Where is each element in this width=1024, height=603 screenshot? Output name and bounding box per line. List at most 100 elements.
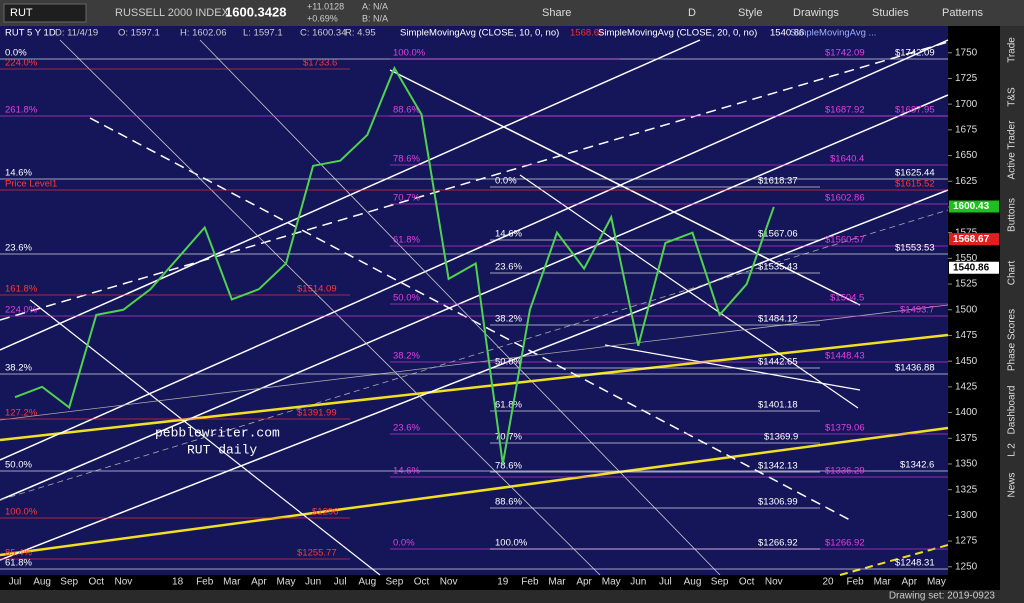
annotation: $1493.7 bbox=[900, 305, 934, 316]
annotation: 23.6% bbox=[5, 243, 32, 254]
price-line bbox=[14, 65, 775, 465]
toolbar-button[interactable]: Style bbox=[738, 7, 762, 19]
x-tick-label: Feb bbox=[846, 577, 864, 588]
y-tick-label: 1400 bbox=[955, 407, 978, 418]
annotation: $1342.6 bbox=[900, 460, 934, 471]
watermark: pebblewriter.com bbox=[155, 425, 280, 440]
x-tick-label: Apr bbox=[251, 577, 267, 588]
annotation: 224.0% bbox=[5, 58, 38, 69]
annotation: 14.6% bbox=[393, 466, 420, 477]
annotation: $1687.92 bbox=[825, 105, 865, 116]
annotation: $1369.9 bbox=[764, 432, 798, 443]
toolbar-button[interactable]: Share bbox=[542, 7, 571, 19]
annotation: 50.0% bbox=[5, 460, 32, 471]
y-tick-label: 1575 bbox=[955, 227, 978, 238]
sidebar-tab[interactable]: Active Trader bbox=[1007, 120, 1018, 180]
annotation: $1602.86 bbox=[825, 193, 865, 204]
symbol-box[interactable] bbox=[3, 3, 87, 23]
y-tick-label: 1675 bbox=[955, 124, 978, 135]
sidebar-tab[interactable]: T&S bbox=[1007, 87, 1018, 107]
x-tick-label: Jul bbox=[659, 577, 672, 588]
x-tick-label: Oct bbox=[414, 577, 430, 588]
sidebar-tab[interactable]: Trade bbox=[1007, 37, 1018, 63]
y-tick-label: 1450 bbox=[955, 356, 978, 367]
status-bar bbox=[0, 590, 1000, 603]
toolbar-button[interactable]: Studies bbox=[872, 7, 909, 19]
annotation: 61.8% bbox=[393, 235, 420, 246]
watermark: RUT daily bbox=[187, 442, 257, 457]
annotation: $1266.92 bbox=[758, 538, 798, 549]
x-tick-label: Sep bbox=[60, 577, 78, 588]
sidebar-tab[interactable]: Buttons bbox=[1007, 198, 1018, 232]
annotation: $1379.06 bbox=[825, 423, 865, 434]
sidebar-tab[interactable]: Chart bbox=[1007, 261, 1018, 286]
y-tick-label: 1250 bbox=[955, 561, 978, 572]
y-tick-label: 1700 bbox=[955, 99, 978, 110]
annotation: 70.7% bbox=[495, 432, 522, 443]
sidebar-tab[interactable]: News bbox=[1007, 472, 1018, 497]
annotation: $1567.06 bbox=[758, 229, 798, 240]
y-tick-label: 1425 bbox=[955, 382, 978, 393]
x-tick-label: Jul bbox=[9, 577, 22, 588]
x-tick-label: 20 bbox=[822, 577, 834, 588]
x-tick-label: Feb bbox=[196, 577, 214, 588]
annotation: 61.8% bbox=[495, 400, 522, 411]
sidebar-tab[interactable]: Phase Scores bbox=[1007, 309, 1018, 371]
study-info: L: 1597.1 bbox=[243, 28, 283, 39]
price-axis bbox=[948, 26, 1000, 575]
x-tick-label: Apr bbox=[576, 577, 592, 588]
study-info: H: 1602.06 bbox=[180, 28, 226, 39]
annotation: $1615.52 bbox=[895, 179, 935, 190]
sidebar-tab[interactable]: L 2 bbox=[1007, 443, 1018, 457]
price-marker-label: 1540.86 bbox=[953, 262, 990, 273]
x-tick-label: Sep bbox=[711, 577, 729, 588]
annotation: $1248.31 bbox=[895, 558, 935, 569]
annotation: $1742.09 bbox=[825, 48, 865, 59]
y-tick-label: 1625 bbox=[955, 176, 978, 187]
toolbar-button[interactable]: Patterns bbox=[942, 7, 983, 19]
annotation: $1504.5 bbox=[830, 293, 864, 304]
sidebar bbox=[1000, 26, 1024, 603]
annotation: $1296 bbox=[312, 507, 338, 518]
annotation: 0.0% bbox=[495, 176, 517, 187]
toolbar bbox=[0, 0, 1024, 26]
sidebar-tab[interactable]: Dashboard bbox=[1007, 386, 1018, 435]
toolbar-button[interactable]: Drawings bbox=[793, 7, 839, 19]
status: Drawing set: 2019-0923 bbox=[889, 591, 996, 602]
annotation: 14.6% bbox=[495, 229, 522, 240]
y-tick-label: 1525 bbox=[955, 279, 978, 290]
x-tick-label: Apr bbox=[902, 577, 918, 588]
annotation: 50.0% bbox=[495, 357, 522, 368]
annotation: 50.0% bbox=[393, 293, 420, 304]
annotation: 161.8% bbox=[5, 284, 38, 295]
annotation: 88.6% bbox=[495, 497, 522, 508]
annotation: 100.0% bbox=[393, 48, 426, 59]
y-tick-label: 1375 bbox=[955, 433, 978, 444]
study-info: 1540.86 bbox=[770, 28, 804, 39]
annotation: $1535.43 bbox=[758, 262, 798, 273]
annotation: $1266.92 bbox=[825, 538, 865, 549]
bid: B: N/A bbox=[362, 13, 388, 23]
toolbar-button[interactable]: D bbox=[688, 7, 696, 19]
study-info: O: 1597.1 bbox=[118, 28, 160, 39]
annotation: 100.0% bbox=[5, 507, 38, 518]
x-tick-label: Sep bbox=[386, 577, 404, 588]
y-tick-label: 1275 bbox=[955, 536, 978, 547]
annotation: 127.2% bbox=[5, 408, 38, 419]
x-tick-label: Mar bbox=[548, 577, 566, 588]
x-tick-label: 19 bbox=[497, 577, 509, 588]
annotation: $1640.4 bbox=[830, 154, 864, 165]
annotation: 78.6% bbox=[495, 461, 522, 472]
annotation: $1401.18 bbox=[758, 400, 798, 411]
annotation: 38.2% bbox=[495, 314, 522, 325]
x-tick-label: Aug bbox=[684, 577, 702, 588]
price-marker bbox=[949, 233, 999, 246]
annotation: 61.8% bbox=[5, 558, 32, 569]
y-tick-label: 1325 bbox=[955, 484, 978, 495]
x-tick-label: Feb bbox=[521, 577, 539, 588]
y-tick-label: 1550 bbox=[955, 253, 978, 264]
x-tick-label: 18 bbox=[172, 577, 184, 588]
y-tick-label: 1350 bbox=[955, 459, 978, 470]
y-tick-label: 1300 bbox=[955, 510, 978, 521]
